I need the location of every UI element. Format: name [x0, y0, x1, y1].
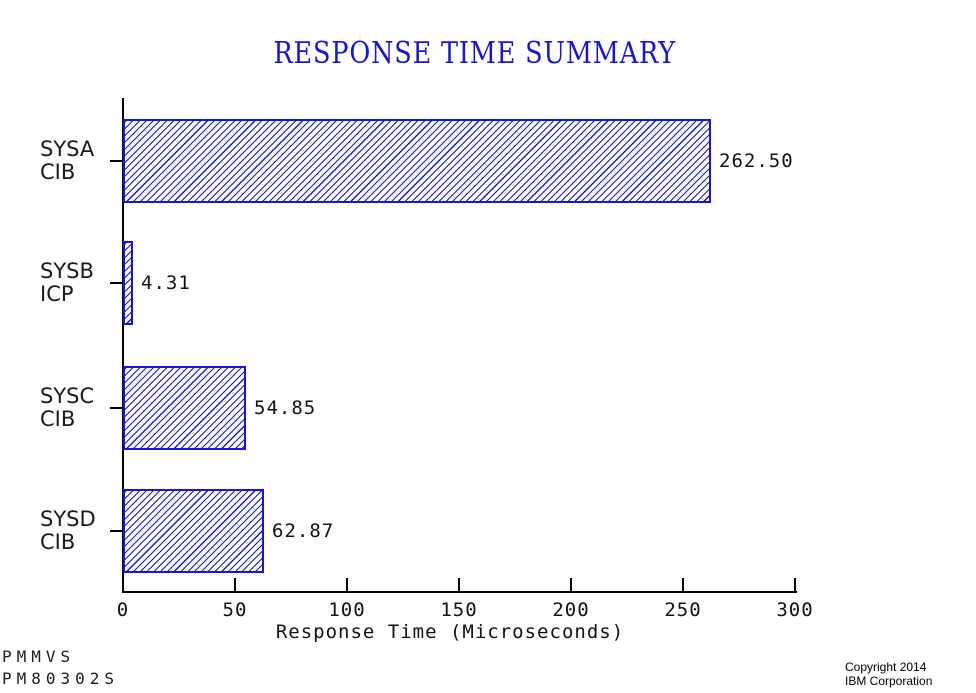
bar-value-label: 62.87	[272, 520, 335, 542]
category-label-sysb: SYSB ICP	[40, 260, 118, 306]
x-axis-tick-label: 300	[776, 599, 814, 621]
copyright-line2: IBM Corporation	[845, 674, 933, 688]
category-label-sysd: SYSD CIB	[40, 508, 118, 554]
category-label-line: SYSB	[40, 259, 94, 283]
bar-sysd	[123, 489, 264, 573]
bar-sysc	[123, 366, 246, 450]
category-label-line: CIB	[40, 407, 76, 431]
chart-title: RESPONSE TIME SUMMARY	[0, 36, 950, 71]
copyright-notice: Copyright 2014 IBM Corporation	[845, 660, 932, 688]
bar-value-label: 262.50	[719, 150, 794, 172]
category-label-line: CIB	[40, 160, 76, 184]
bar-sysa	[123, 119, 711, 203]
y-axis-tick	[110, 160, 123, 162]
bar-sysb	[123, 241, 133, 325]
category-label-sysa: SYSA CIB	[40, 138, 118, 184]
x-axis-tick-label: 150	[440, 599, 478, 621]
y-axis-tick	[110, 282, 123, 284]
x-axis-tick	[346, 578, 348, 592]
category-label-line: SYSC	[40, 384, 95, 408]
copyright-line1: Copyright 2014	[845, 660, 927, 674]
y-axis-tick	[110, 530, 123, 532]
x-axis-tick	[234, 578, 236, 592]
x-axis-tick	[794, 578, 796, 592]
category-label-sysc: SYSC CIB	[40, 385, 118, 431]
x-axis-tick-label: 250	[664, 599, 702, 621]
chart-title-text: RESPONSE TIME SUMMARY	[273, 36, 677, 71]
x-axis-tick	[122, 578, 124, 592]
x-axis-tick-label: 100	[328, 599, 366, 621]
x-axis-tick-label: 200	[552, 599, 590, 621]
program-id-line2: PM80302S	[2, 669, 120, 688]
y-axis-tick	[110, 407, 123, 409]
program-id-line1: PMMVS	[2, 647, 76, 666]
x-axis-tick-label: 50	[222, 599, 248, 621]
category-label-line: SYSA	[40, 137, 95, 161]
x-axis-tick-label: 0	[116, 599, 130, 621]
x-axis-title: Response Time (Microseconds)	[275, 621, 625, 643]
x-axis-line	[122, 591, 797, 593]
bar-value-label: 54.85	[254, 397, 317, 419]
category-label-line: ICP	[40, 282, 74, 306]
x-axis-tick	[458, 578, 460, 592]
category-label-line: CIB	[40, 530, 76, 554]
bar-value-label: 4.31	[141, 272, 191, 294]
category-label-line: SYSD	[40, 507, 96, 531]
x-axis-tick	[682, 578, 684, 592]
x-axis-tick	[570, 578, 572, 592]
y-axis-line	[122, 98, 124, 593]
